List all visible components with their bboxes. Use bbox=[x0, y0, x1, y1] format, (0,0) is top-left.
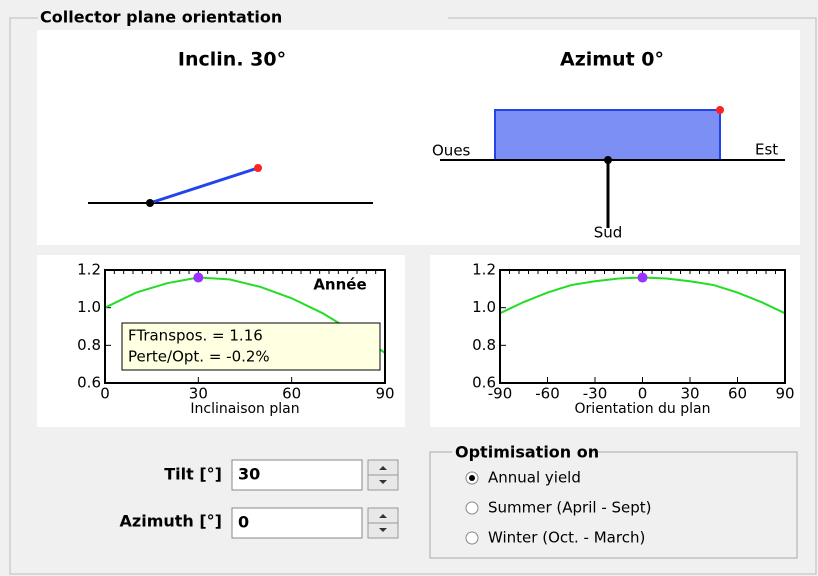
tooltip-line: FTranspos. = 1.16 bbox=[128, 327, 263, 345]
optimisation-title-bg bbox=[452, 444, 592, 462]
annotation: Année bbox=[313, 276, 366, 294]
plot-panel bbox=[430, 255, 800, 427]
south-label: Sud bbox=[594, 224, 623, 242]
azimuth-input[interactable] bbox=[231, 507, 363, 539]
y-tick-label: 1.0 bbox=[77, 298, 101, 316]
optimisation-frame bbox=[429, 451, 798, 559]
y-tick-label: 1.2 bbox=[77, 261, 101, 279]
x-tick-label: 30 bbox=[680, 385, 699, 403]
plots: 0.6 0.8 1.0 1.2 0 30 60 90 Inclinaison plan Année… bbox=[77, 261, 794, 418]
x-tick-label: -90 bbox=[488, 385, 513, 403]
tilt-title: Inclin. 30° bbox=[178, 49, 286, 71]
y-tick-label: 1.0 bbox=[472, 298, 496, 316]
radio-label: Annual yield bbox=[488, 469, 581, 487]
radio[interactable] bbox=[465, 501, 479, 515]
radio-label: Summer (April - Sept) bbox=[488, 499, 652, 517]
azimuth-value: 0 bbox=[238, 513, 249, 532]
title-bg bbox=[38, 8, 448, 28]
x-tick-label: 0 bbox=[638, 385, 648, 403]
y-tick-label: 0.8 bbox=[77, 336, 101, 354]
x-tick-label: 60 bbox=[282, 385, 301, 403]
x-axis-label: Inclinaison plan bbox=[190, 401, 299, 417]
radio-label: Winter (Oct. - March) bbox=[488, 529, 645, 547]
tooltip bbox=[121, 322, 381, 371]
optimum-marker bbox=[193, 272, 204, 283]
optimisation-title: Optimisation on bbox=[455, 443, 599, 462]
x-tick-label: 90 bbox=[375, 385, 394, 403]
west-label: Oues bbox=[432, 142, 471, 160]
azimuth-spinner[interactable] bbox=[367, 507, 399, 539]
optimum-marker bbox=[637, 272, 648, 283]
x-tick-label: -60 bbox=[535, 385, 560, 403]
azimuth-plane bbox=[494, 109, 721, 161]
x-tick-label: 0 bbox=[100, 385, 110, 403]
pivot bbox=[146, 199, 154, 207]
x-tick-label: -30 bbox=[583, 385, 608, 403]
tilt-label: Tilt [°] bbox=[164, 465, 222, 484]
azimuth-title: Azimut 0° bbox=[560, 49, 664, 71]
tilt-handle[interactable] bbox=[254, 164, 262, 172]
radio[interactable] bbox=[465, 531, 479, 545]
y-tick-label: 0.6 bbox=[77, 374, 101, 392]
tilt-spinner[interactable] bbox=[367, 459, 399, 491]
tilt-input[interactable] bbox=[231, 459, 363, 491]
x-tick-label: 90 bbox=[775, 385, 794, 403]
radio-group: Annual yield Summer (April - Sept) Winter … bbox=[465, 469, 652, 547]
group-title: Collector plane orientation bbox=[40, 8, 282, 27]
azimuth-label: Azimuth [°] bbox=[120, 512, 222, 531]
x-tick-label: 60 bbox=[728, 385, 747, 403]
y-tick-label: 0.6 bbox=[472, 374, 496, 392]
azimuth-handle[interactable] bbox=[716, 106, 724, 114]
tilt-plane bbox=[149, 166, 259, 205]
azimuth-pivot bbox=[604, 156, 612, 164]
east-label: Est bbox=[755, 141, 778, 159]
x-tick-label: 30 bbox=[189, 385, 208, 403]
y-tick-label: 0.8 bbox=[472, 336, 496, 354]
tilt-value: 30 bbox=[238, 465, 260, 484]
tooltip-line: Perte/Opt. = -0.2% bbox=[128, 348, 270, 366]
y-tick-label: 1.2 bbox=[472, 261, 496, 279]
radio-dot bbox=[469, 475, 475, 481]
x-axis-label: Orientation du plan bbox=[575, 401, 711, 417]
